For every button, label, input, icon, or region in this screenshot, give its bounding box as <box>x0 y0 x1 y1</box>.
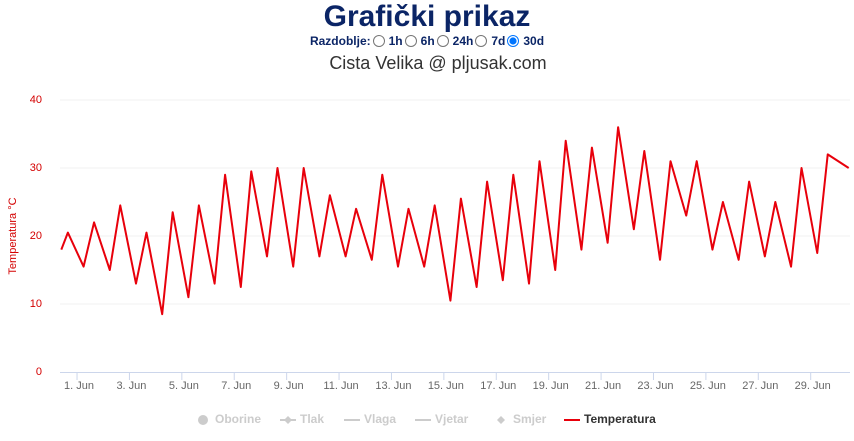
y-tick-label: 10 <box>30 298 42 310</box>
header: Grafički prikaz Razdoblje: 1h 6h 24h 7d 30d <box>0 0 854 48</box>
legend-label: Temperatura <box>584 412 656 426</box>
x-tick-label: 13. Jun <box>375 380 411 392</box>
legend-label: Oborine <box>215 412 261 426</box>
legend-label: Tlak <box>300 412 324 426</box>
period-label: Razdoblje: <box>309 34 371 48</box>
legend-symbol <box>497 416 505 424</box>
x-tick-label: 29. Jun <box>795 380 831 392</box>
temperature-line <box>60 126 850 316</box>
x-tick-label: 23. Jun <box>637 380 673 392</box>
x-tick-label: 21. Jun <box>585 380 621 392</box>
legend-label: Vlaga <box>364 412 396 426</box>
period-radio[interactable] <box>507 35 520 47</box>
x-tick-label: 7. Jun <box>221 380 251 392</box>
y-tick-label: 30 <box>30 162 42 174</box>
period-radio[interactable] <box>404 35 417 47</box>
x-tick-label: 17. Jun <box>480 380 516 392</box>
period-option[interactable]: 1h <box>388 34 403 48</box>
legend-symbol <box>284 416 292 424</box>
chart-title: Cista Velika @ pljusak.com <box>329 53 546 73</box>
legend-item[interactable]: Oborine <box>198 412 261 426</box>
period-option[interactable]: 6h <box>420 34 435 48</box>
legend-item[interactable]: Vlaga <box>344 412 396 426</box>
legend-item[interactable]: Smjer <box>497 412 547 426</box>
y-tick-label: 40 <box>30 94 42 106</box>
y-tick-label: 0 <box>36 366 42 378</box>
period-radio[interactable] <box>372 35 385 47</box>
legend-item[interactable]: Vjetar <box>415 412 469 426</box>
x-tick-label: 15. Jun <box>428 380 464 392</box>
period-radio[interactable] <box>475 35 488 47</box>
period-option[interactable]: 7d <box>491 34 506 48</box>
x-tick-label: 11. Jun <box>323 380 358 392</box>
x-tick-label: 1. Jun <box>64 380 94 392</box>
period-selector: Razdoblje: 1h 6h 24h 7d 30d <box>0 34 854 48</box>
x-tick-label: 19. Jun <box>533 380 569 392</box>
legend-item[interactable]: Tlak <box>280 412 324 426</box>
legend-label: Smjer <box>513 412 547 426</box>
period-radio[interactable] <box>436 35 449 47</box>
period-option[interactable]: 30d <box>523 34 545 48</box>
x-tick-label: 3. Jun <box>116 380 146 392</box>
legend-symbol <box>198 415 208 425</box>
x-tick-label: 9. Jun <box>274 380 304 392</box>
x-tick-label: 27. Jun <box>742 380 778 392</box>
page-title: Grafički prikaz <box>323 0 531 33</box>
x-tick-label: 5. Jun <box>169 380 199 392</box>
y-tick-label: 20 <box>30 230 42 242</box>
x-tick-label: 25. Jun <box>690 380 726 392</box>
legend-label: Vjetar <box>435 412 469 426</box>
y-axis-label: Temperatura °C <box>7 197 19 274</box>
period-option[interactable]: 24h <box>452 34 474 48</box>
legend-item[interactable]: Temperatura <box>564 412 656 426</box>
